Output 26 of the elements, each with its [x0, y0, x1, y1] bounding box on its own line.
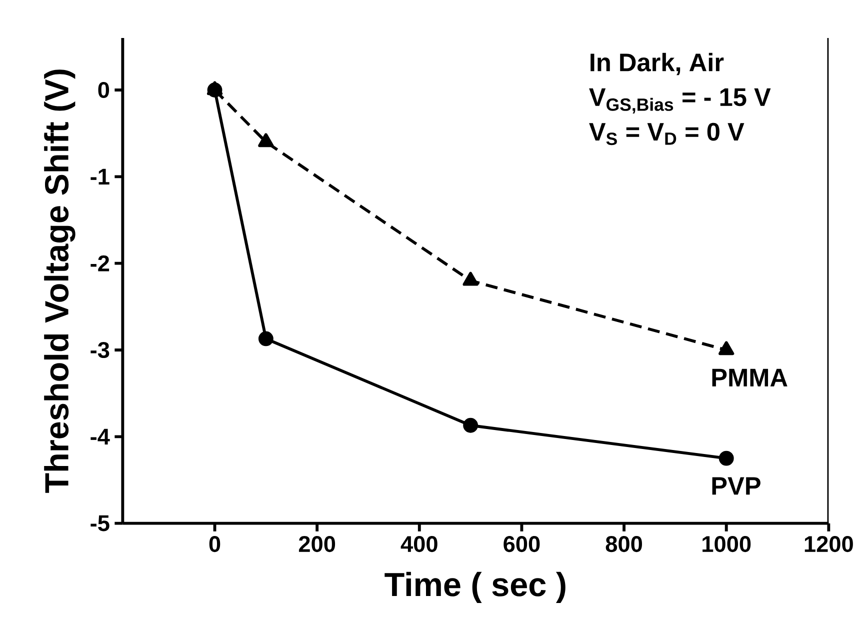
- x-axis-title: Time ( sec ): [384, 572, 566, 603]
- x-tick-label: 1000: [702, 536, 751, 552]
- annotation: V$_{S}$ = V$_{D}$ = 0 V: [589, 122, 744, 146]
- x-tick-label: 1200: [804, 536, 853, 552]
- y-tick-label: -5: [90, 515, 110, 532]
- point: [718, 341, 734, 356]
- annotation: In Dark, Air: [590, 52, 724, 76]
- x-tick-label: 200: [298, 536, 336, 552]
- point: [463, 418, 478, 433]
- point: [258, 133, 274, 148]
- y-tick-label: -3: [90, 342, 110, 358]
- y-tick-label: -4: [90, 428, 110, 444]
- point: [258, 331, 274, 346]
- x-tick-label: 600: [504, 536, 540, 552]
- x-tick-label: 400: [400, 536, 438, 552]
- x-tick-label: 800: [606, 536, 642, 552]
- point: [462, 272, 478, 286]
- point: [718, 450, 734, 466]
- y-tick-label: -1: [90, 168, 110, 184]
- annotation: V$_{GS,Bias}$ = - 15 V: [589, 88, 771, 114]
- y-tick-label: 0: [98, 82, 110, 98]
- y-tick-label: -2: [90, 255, 110, 272]
- series-label: PVP: [712, 477, 760, 495]
- x-tick-label: 0: [209, 536, 220, 552]
- series-label: PMMA: [712, 368, 788, 386]
- y-axis-title: Threshold Voltage Shift (V): [44, 70, 76, 493]
